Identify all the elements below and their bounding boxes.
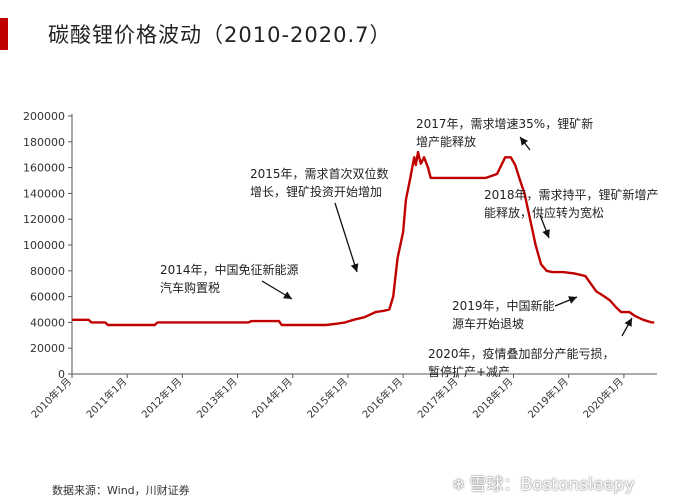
annotation-arrowhead [283,291,292,299]
y-tick-label: 40000 [30,316,65,329]
x-tick-label: 2016年1月 [359,375,405,421]
y-tick-label: 120000 [23,213,65,226]
watermark: ❄ 雪球：Bostonsleepy [452,470,635,495]
annotation-text: 源车开始退坡 [452,316,524,331]
y-tick-label: 20000 [30,342,65,355]
annotation-text: 2015年，需求首次双位数 [250,166,389,181]
annotation-text: 增长，锂矿投资开始增加 [250,184,382,199]
y-tick-label: 0 [58,368,65,381]
x-tick-label: 2017年1月 [415,375,461,421]
annotation-arrowhead [350,263,359,272]
x-tick-label: 2019年1月 [525,375,571,421]
title-accent-bar [0,18,8,50]
annotation-arrowhead [568,296,577,304]
source-note: 数据来源：Wind，川财证券 [52,484,190,497]
x-tick-label: 2020年1月 [580,375,626,421]
annotation-text: 能释放，供应转为宽松 [484,205,604,220]
annotation-text: 暂停扩产+减产 [428,364,510,379]
y-tick-label: 60000 [30,291,65,304]
annotation-arrowhead [624,318,632,327]
annotation-text: 2014年，中国免征新能源 [160,262,299,277]
annotation-arrow [334,202,358,273]
y-tick-label: 200000 [23,110,65,123]
price-line-chart: 0 20000 40000 60000 80000 100000 120000 140000 1… [23,110,659,421]
x-tick-label: 2015年1月 [304,375,350,421]
y-tick-label: 160000 [23,162,65,175]
y-tick-label: 80000 [30,265,65,278]
x-tick-label: 2011年1月 [83,375,129,421]
x-tick-label: 2014年1月 [249,375,295,421]
annotation-text: 2018年，需求持平，锂矿新增产 [484,187,659,202]
x-tick-label: 2010年1月 [28,375,74,421]
watermark-text: 雪球：Bostonsleepy [469,475,635,495]
snowball-icon: ❄ [452,475,466,494]
annotation-text: 汽车购置税 [160,280,220,295]
annotation-arrowhead [542,229,550,238]
annotation-text: 2020年，疫情叠加部分产能亏损， [428,346,615,361]
annotation-arrowhead [520,137,528,146]
x-tick-label: 2013年1月 [194,375,240,421]
annotation-text: 2017年，需求增速35%，锂矿新 [416,116,593,131]
y-tick-label: 140000 [23,187,65,200]
page-title: 碳酸锂价格波动（2010-2020.7） [48,23,392,47]
price-series-line [72,150,655,327]
y-tick-label: 100000 [23,239,65,252]
x-tick-label: 2012年1月 [139,375,185,421]
annotation-text: 2019年，中国新能 [452,298,555,313]
annotation-text: 增产能释放 [416,134,476,149]
y-tick-label: 180000 [23,136,65,149]
x-tick-label: 2018年1月 [470,375,516,421]
